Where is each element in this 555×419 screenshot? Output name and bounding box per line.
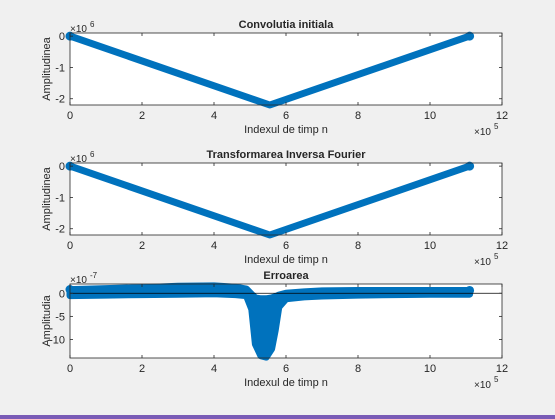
x-tick-label: 12 xyxy=(496,363,508,375)
x-tick-label: 8 xyxy=(355,110,361,122)
subplot-3: 0 2 4 6 8 10 12 -10 -5 0 Erroarea Indexul de timp n… xyxy=(41,270,508,391)
y-exponent-label: ×10 xyxy=(70,24,87,35)
x-axis-label: Indexul de timp n xyxy=(244,377,328,389)
y-exponent-value: 6 xyxy=(90,150,95,159)
x-axis-label: Indexul de timp n xyxy=(244,124,328,136)
y-exponent-label: ×10 xyxy=(70,154,87,165)
chart-title: Erroarea xyxy=(263,270,309,282)
y-tick-label: 0 xyxy=(59,31,65,43)
x-tick-label: 4 xyxy=(211,363,217,375)
x-exponent-label: ×10 xyxy=(474,380,491,391)
y-tick-label: -2 xyxy=(55,224,65,236)
data-point-marker xyxy=(465,31,475,41)
subplot-2: 0 2 4 6 8 10 12 -2 -1 0 Transformarea Inversa Four… xyxy=(41,149,508,268)
y-tick-label: -1 xyxy=(55,192,65,204)
x-tick-label: 12 xyxy=(496,110,508,122)
x-tick-label: 10 xyxy=(424,240,436,252)
chart-title: Transformarea Inversa Fourier xyxy=(207,149,367,161)
y-tick-label: 0 xyxy=(59,288,65,300)
y-axis-label: Amplitudinea xyxy=(41,36,53,100)
data-point-marker xyxy=(465,161,475,171)
x-tick-label: 4 xyxy=(211,240,217,252)
x-tick-label: 0 xyxy=(67,110,73,122)
x-tick-label: 8 xyxy=(355,363,361,375)
y-tick-label: -10 xyxy=(49,335,65,347)
x-exponent-value: 5 xyxy=(494,122,499,131)
y-tick-label: -5 xyxy=(55,311,65,323)
x-tick-label: 10 xyxy=(424,110,436,122)
chart-title: Convolutia initiala xyxy=(239,19,335,31)
x-axis-label: Indexul de timp n xyxy=(244,254,328,266)
subplot-1: 0 2 4 6 8 10 12 -2 -1 0 Convolutia initiala Indexul… xyxy=(41,19,508,138)
x-tick-label: 4 xyxy=(211,110,217,122)
x-tick-label: 2 xyxy=(139,363,145,375)
x-tick-label: 2 xyxy=(139,240,145,252)
x-tick-label: 6 xyxy=(283,240,289,252)
x-tick-label: 8 xyxy=(355,240,361,252)
y-exponent-value: 6 xyxy=(90,20,95,29)
x-tick-label: 6 xyxy=(283,363,289,375)
plot-area xyxy=(70,163,502,235)
x-exponent-value: 5 xyxy=(494,375,499,384)
x-tick-label: 2 xyxy=(139,110,145,122)
y-tick-label: -2 xyxy=(55,94,65,106)
data-point-marker xyxy=(465,285,475,295)
x-tick-label: 0 xyxy=(67,240,73,252)
y-axis-label: Amplitudia xyxy=(41,294,53,346)
window-bottom-border xyxy=(0,415,555,419)
y-exponent-label: ×10 xyxy=(70,275,87,286)
x-exponent-label: ×10 xyxy=(474,127,491,138)
x-tick-label: 0 xyxy=(67,363,73,375)
y-tick-label: 0 xyxy=(59,161,65,173)
y-exponent-value: -7 xyxy=(90,271,98,280)
x-tick-label: 10 xyxy=(424,363,436,375)
x-exponent-label: ×10 xyxy=(474,257,491,268)
x-tick-label: 6 xyxy=(283,110,289,122)
plot-area xyxy=(70,33,502,105)
x-exponent-value: 5 xyxy=(494,252,499,261)
x-tick-label: 12 xyxy=(496,240,508,252)
y-axis-label: Amplitudinea xyxy=(41,166,53,230)
y-tick-label: -1 xyxy=(55,62,65,74)
